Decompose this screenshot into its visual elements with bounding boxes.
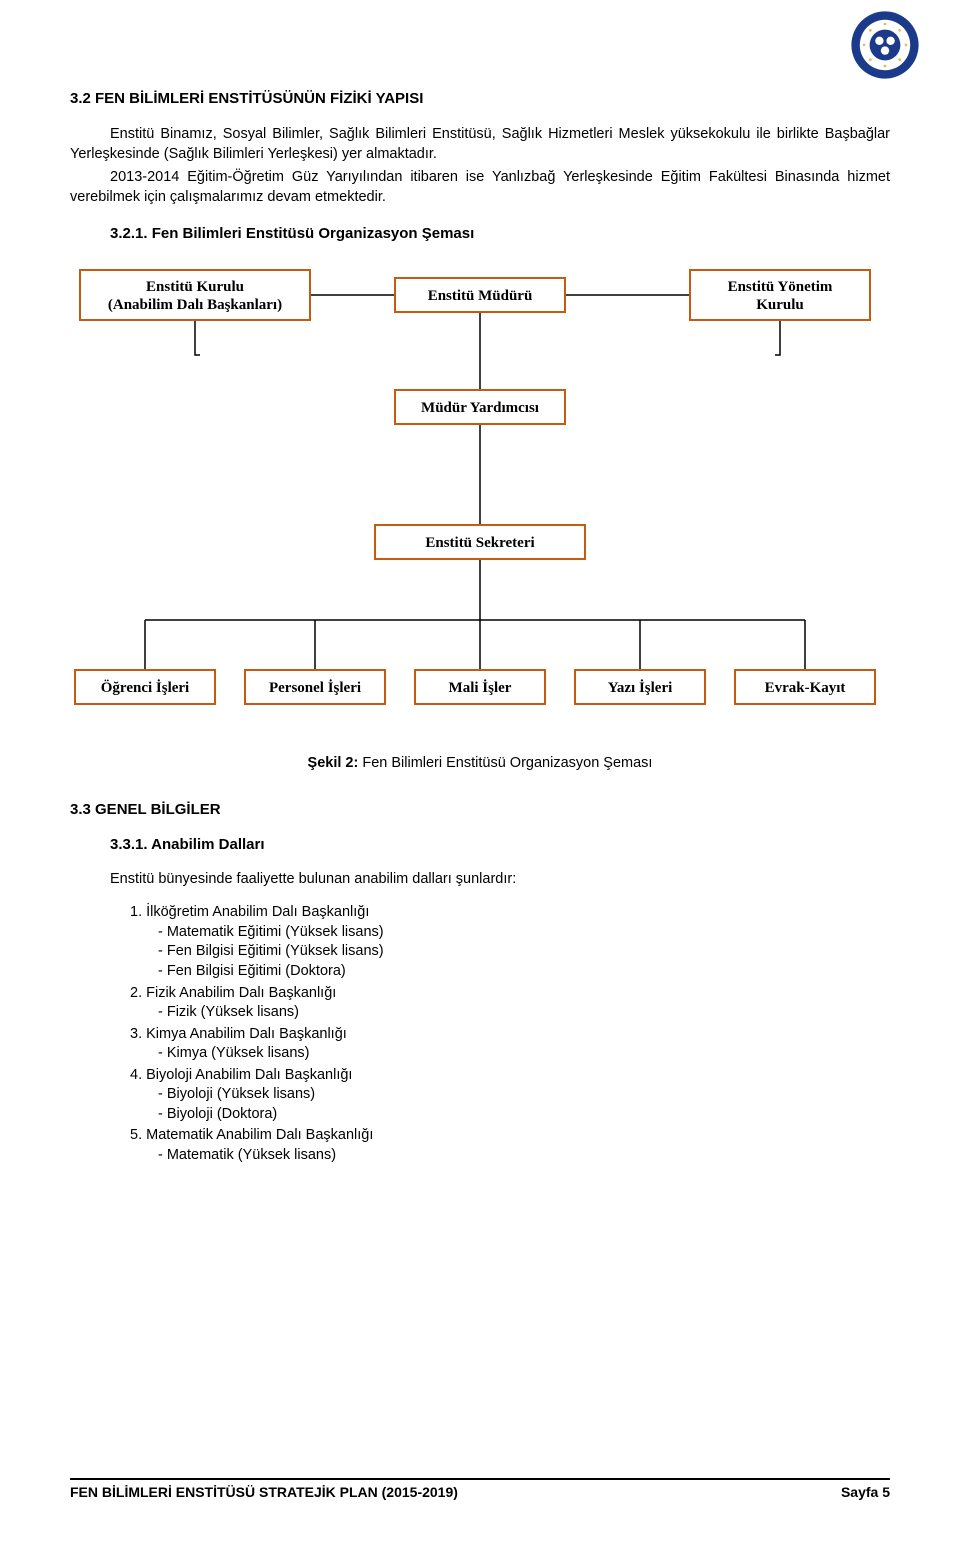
org-node-label: Öğrenci İşleri: [101, 679, 189, 696]
list-item: 4. Biyoloji Anabilim Dalı Başkanlığı- Bi…: [130, 1066, 890, 1125]
section-3-3-1-intro: Enstitü bünyesinde faaliyette bulunan an…: [110, 871, 890, 887]
dept-title: 2. Fizik Anabilim Dalı Başkanlığı: [130, 984, 890, 1004]
dept-title: 5. Matematik Anabilim Dalı Başkanlığı: [130, 1126, 890, 1146]
org-node-label: Müdür Yardımcısı: [421, 400, 539, 416]
department-list: 1. İlköğretim Anabilim Dalı Başkanlığı- …: [130, 903, 890, 1165]
figure-label: Şekil 2:: [308, 755, 359, 771]
section-3-2-heading: 3.2 FEN BİLİMLERİ ENSTİTÜSÜNÜN FİZİKİ YA…: [70, 90, 890, 107]
section-3-2-para1: Enstitü Binamız, Sosyal Bilimler, Sağlık…: [70, 125, 890, 164]
dept-subitem: - Fen Bilgisi Eğitimi (Doktora): [158, 962, 890, 982]
list-item: 5. Matematik Anabilim Dalı Başkanlığı- M…: [130, 1126, 890, 1165]
section-3-3-heading: 3.3 GENEL BİLGİLER: [70, 801, 890, 818]
dept-title: 4. Biyoloji Anabilim Dalı Başkanlığı: [130, 1066, 890, 1086]
org-node-label: Mali İşler: [449, 679, 512, 696]
footer-right: Sayfa 5: [841, 1484, 890, 1500]
list-item: 1. İlköğretim Anabilim Dalı Başkanlığı- …: [130, 903, 890, 981]
footer-left: FEN BİLİMLERİ ENSTİTÜSÜ STRATEJİK PLAN (…: [70, 1484, 458, 1500]
dept-title: 3. Kimya Anabilim Dalı Başkanlığı: [130, 1025, 890, 1045]
org-node-label: Enstitü Yönetim: [728, 279, 833, 295]
dept-subitem: - Matematik Eğitimi (Yüksek lisans): [158, 923, 890, 943]
list-item: 3. Kimya Anabilim Dalı Başkanlığı- Kimya…: [130, 1025, 890, 1064]
section-3-2-para2: 2013-2014 Eğitim-Öğretim Güz Yarıyılında…: [70, 168, 890, 207]
section-3-2-1-heading: 3.2.1. Fen Bilimleri Enstitüsü Organizas…: [70, 225, 890, 242]
org-node-label: Enstitü Sekreteri: [425, 535, 534, 551]
dept-subitem: - Kimya (Yüksek lisans): [158, 1044, 890, 1064]
dept-subitem: - Matematik (Yüksek lisans): [158, 1146, 890, 1166]
dept-subitem: - Fizik (Yüksek lisans): [158, 1003, 890, 1023]
university-logo: [850, 10, 920, 80]
figure-text: Fen Bilimleri Enstitüsü Organizasyon Şem…: [358, 755, 652, 771]
dept-subitem: - Biyoloji (Yüksek lisans): [158, 1085, 890, 1105]
org-node-label: Yazı İşleri: [608, 679, 673, 696]
org-node-label: Enstitü Müdürü: [428, 288, 533, 304]
org-node-label: Kurulu: [756, 297, 804, 313]
dept-title: 1. İlköğretim Anabilim Dalı Başkanlığı: [130, 903, 890, 923]
dept-subitem: - Biyoloji (Doktora): [158, 1105, 890, 1125]
org-node-label: Enstitü Kurulu: [146, 279, 244, 295]
section-3-3-1-heading: 3.3.1. Anabilim Dalları: [70, 836, 890, 853]
dept-subitem: - Fen Bilgisi Eğitimi (Yüksek lisans): [158, 942, 890, 962]
org-node-label: (Anabilim Dalı Başkanları): [108, 297, 282, 313]
list-item: 2. Fizik Anabilim Dalı Başkanlığı- Fizik…: [130, 984, 890, 1023]
figure-2-caption: Şekil 2: Fen Bilimleri Enstitüsü Organiz…: [70, 755, 890, 771]
org-node-label: Evrak-Kayıt: [765, 680, 846, 696]
org-chart: Enstitü Kurulu (Anabilim Dalı Başkanları)…: [70, 260, 890, 725]
org-node-label: Personel İşleri: [269, 679, 361, 696]
page-footer: FEN BİLİMLERİ ENSTİTÜSÜ STRATEJİK PLAN (…: [70, 1478, 890, 1500]
